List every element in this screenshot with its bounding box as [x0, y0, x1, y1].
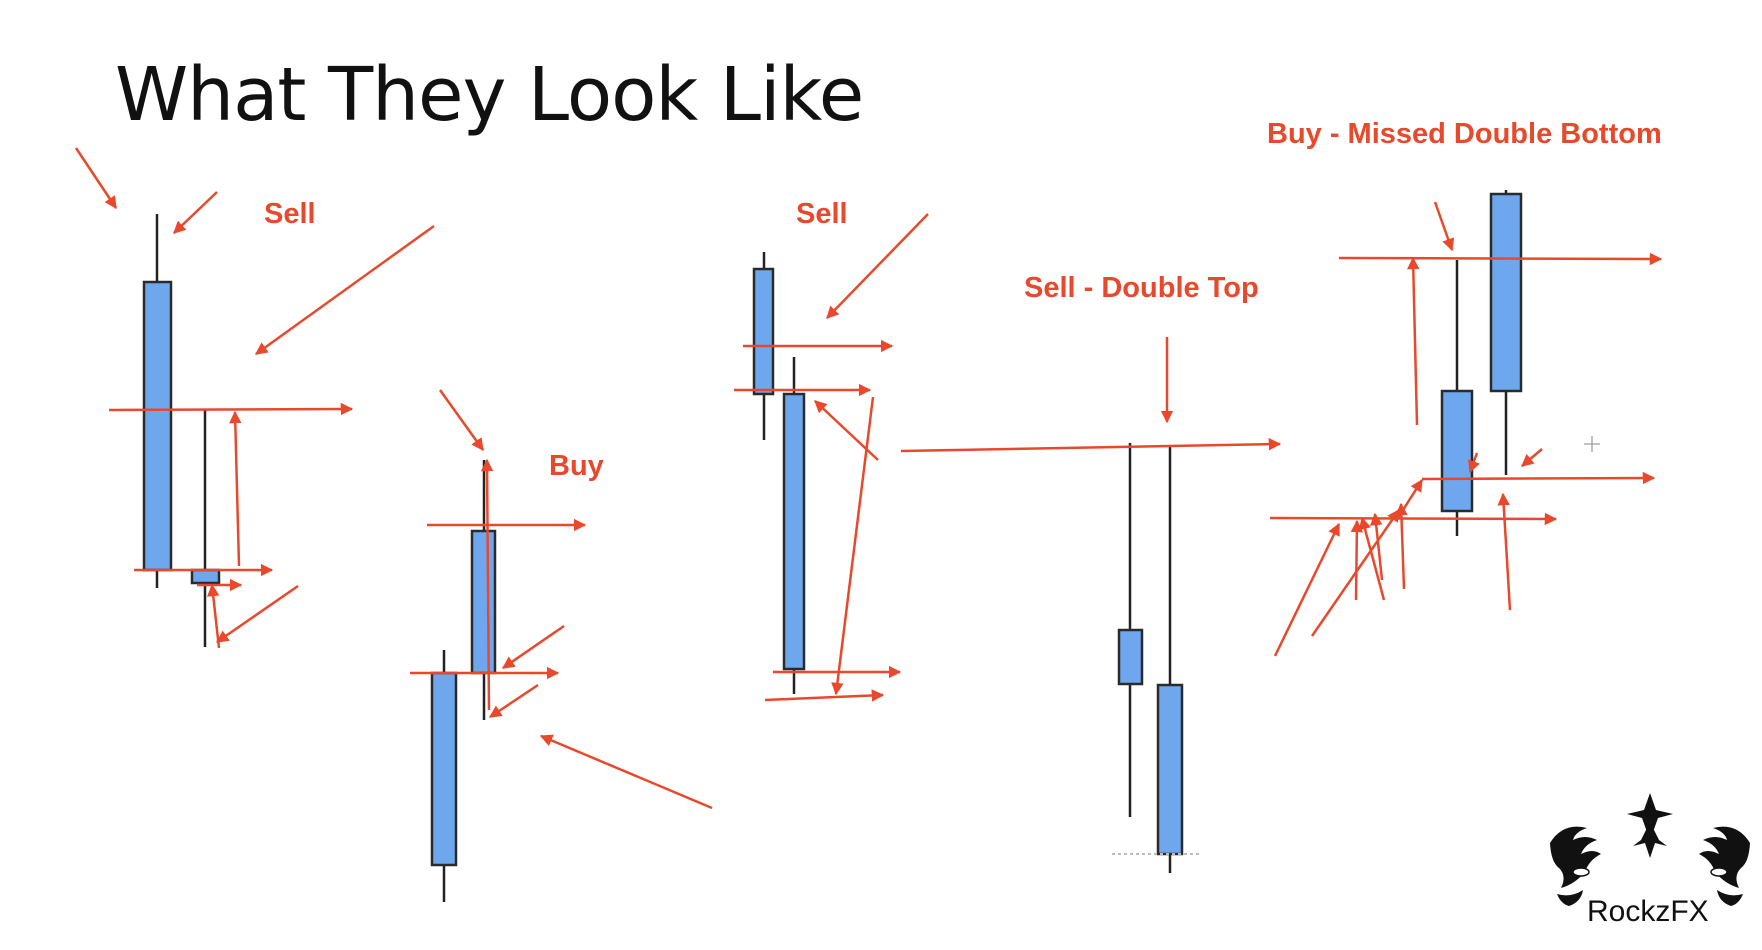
candle [190, 410, 221, 647]
arrow [1273, 522, 1341, 657]
group-sell-1 [74, 147, 435, 649]
arrow [1421, 471, 1656, 485]
arrow [74, 147, 118, 210]
candle [782, 357, 806, 694]
tiger-face-icon [1550, 793, 1750, 906]
arrow [173, 191, 218, 234]
arrow [831, 396, 875, 696]
logo-text: RockzFX [1587, 895, 1709, 928]
arrow [488, 683, 539, 719]
arrow [501, 624, 565, 670]
candle [1440, 260, 1474, 536]
arrow [215, 584, 299, 644]
arrow [108, 402, 354, 416]
candle [470, 460, 497, 720]
arrow [1407, 256, 1420, 426]
arrow [207, 583, 221, 649]
label-sell-1: Sell [264, 198, 316, 230]
candle [142, 214, 173, 588]
candle [1117, 443, 1144, 817]
arrow [229, 410, 242, 567]
arrow [1394, 478, 1424, 522]
arrow [539, 734, 713, 810]
arrow [254, 224, 435, 356]
label-buy-1: Buy [549, 450, 604, 482]
arrow [1369, 512, 1384, 581]
arrow [1497, 492, 1512, 611]
arrow [1350, 519, 1364, 601]
arrow [1269, 512, 1558, 526]
candle [1489, 190, 1523, 475]
arrow [1468, 452, 1480, 474]
label-sell-2: Sell [796, 198, 848, 230]
label-buy-missed-double-bottom: Buy - Missed Double Bottom [1267, 118, 1662, 150]
arrow [900, 437, 1282, 453]
group-buy-1 [410, 389, 713, 902]
arrow [1395, 502, 1408, 590]
group-sell-double-top [900, 337, 1282, 873]
label-sell-double-top: Sell - Double Top [1024, 272, 1259, 304]
slide-title: What They Look Like [115, 52, 864, 138]
crosshair-cursor-icon [1584, 436, 1600, 452]
arrow [1338, 252, 1663, 266]
arrow [1521, 448, 1543, 467]
arrow [764, 689, 885, 702]
group-sell-2 [734, 213, 929, 702]
arrow [1433, 201, 1455, 252]
candle [1156, 445, 1184, 873]
group-buy-missed-double-bottom [1269, 190, 1663, 657]
arrow [826, 213, 929, 319]
arrow [1358, 516, 1386, 601]
candle [430, 650, 458, 902]
arrow [438, 389, 485, 452]
arrow [480, 458, 494, 711]
